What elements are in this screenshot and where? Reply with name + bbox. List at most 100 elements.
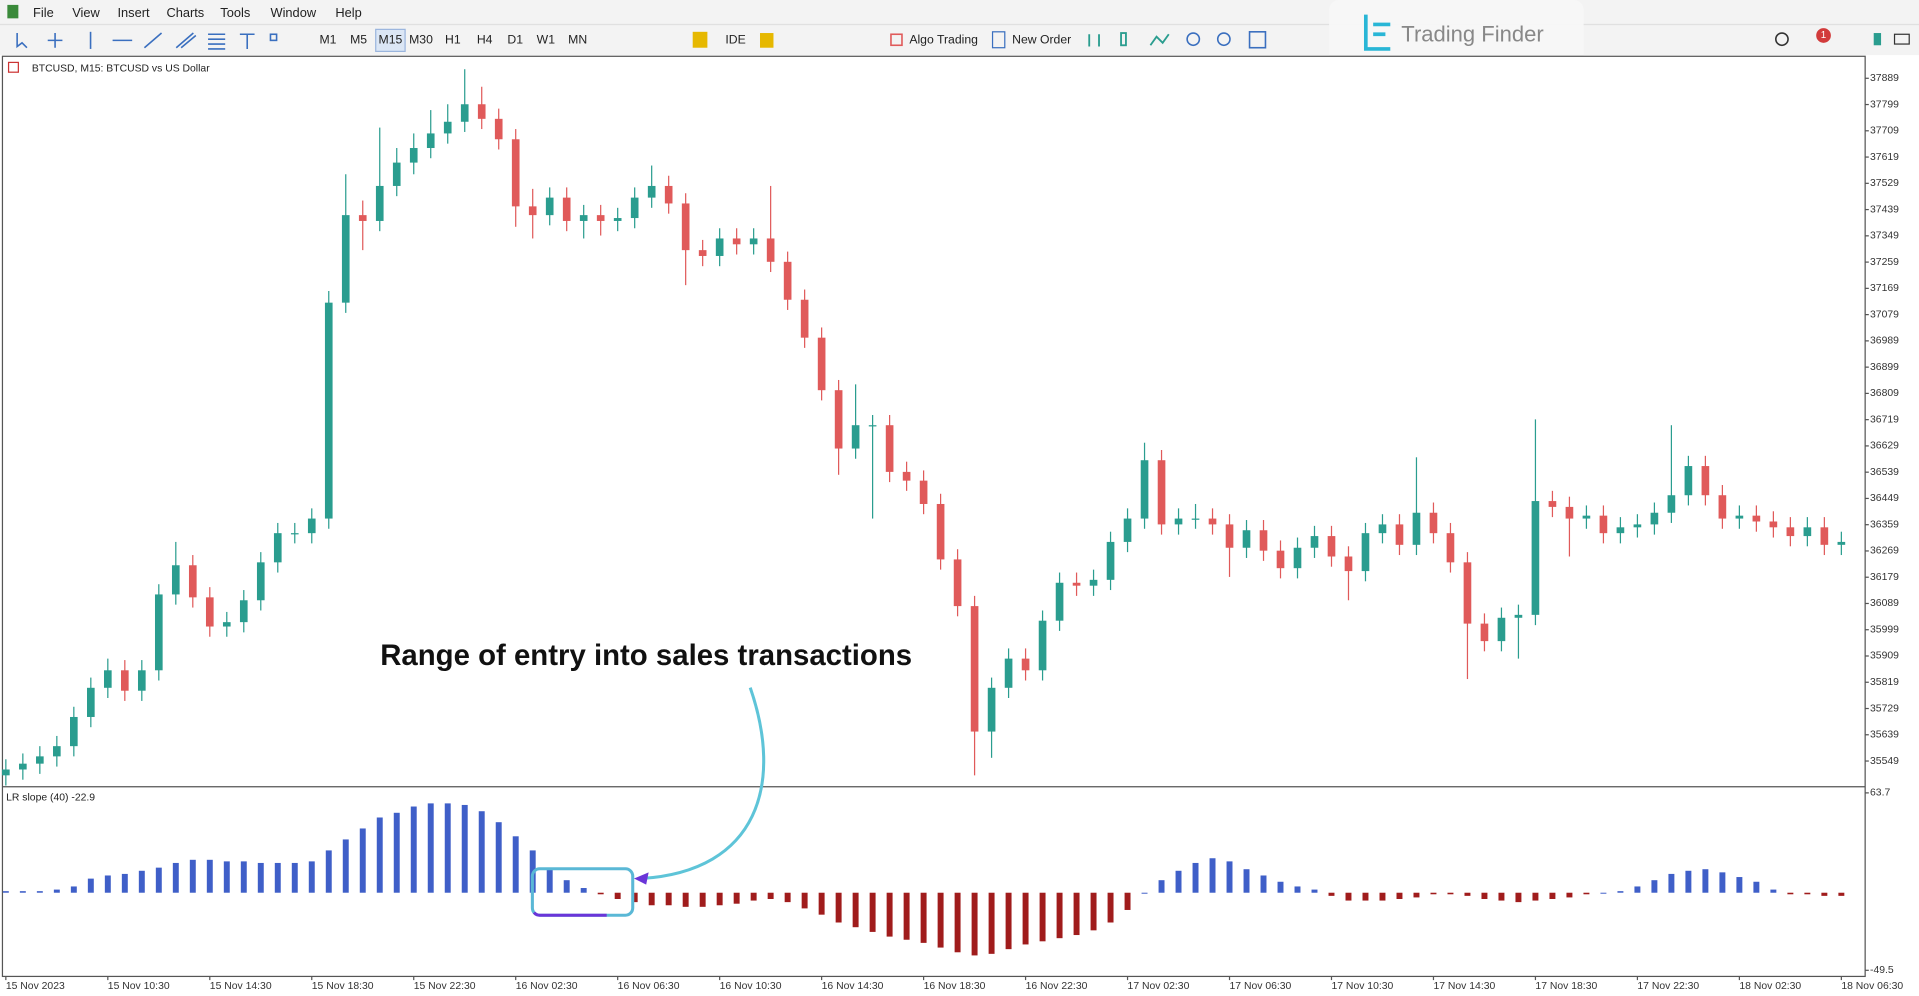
candle-body: [783, 261, 792, 300]
candle-body: [698, 250, 707, 256]
candles-tool[interactable]: [1120, 32, 1127, 47]
candle-body: [1803, 527, 1812, 537]
candle-body: [1140, 460, 1149, 519]
candle-body: [1650, 512, 1659, 525]
channel-tool[interactable]: [175, 32, 197, 49]
candle-body: [1395, 524, 1404, 545]
candle-body: [171, 565, 180, 595]
histogram-bar: [1277, 881, 1284, 893]
y-tick-label: 36539: [1870, 467, 1899, 478]
candle-body: [358, 215, 367, 221]
timeframe[interactable]: D1: [507, 33, 523, 47]
x-tick-label: 17 Nov 10:30: [1331, 981, 1393, 992]
histogram-bar: [1124, 892, 1131, 910]
crosshair-tool[interactable]: [47, 33, 63, 48]
menu-item[interactable]: View: [72, 5, 100, 20]
notification-badge[interactable]: [1816, 28, 1831, 43]
line-tool[interactable]: [1149, 33, 1170, 46]
timeframe[interactable]: M30: [409, 33, 433, 47]
histogram-bar: [1685, 870, 1692, 893]
plot: 37889 37799 37709 37619 37529 37439 37349 37259…: [2, 69, 1903, 992]
histogram-bar: [1141, 892, 1148, 894]
y-tick-label: 36179: [1870, 572, 1899, 583]
arrow-head: [633, 872, 649, 885]
bars-tool[interactable]: [1088, 34, 1100, 47]
watermark: Trading Finder: [1401, 21, 1543, 46]
candle-body: [1191, 518, 1200, 520]
histogram-bar: [682, 892, 689, 907]
text-tool[interactable]: [239, 33, 255, 49]
histogram-bar: [750, 892, 757, 901]
candle-body: [1701, 466, 1710, 496]
histogram-bar: [1583, 892, 1590, 895]
algo-trading-button[interactable]: Algo Trading: [909, 33, 978, 47]
signal-icon: [1873, 33, 1882, 46]
histogram-bar: [954, 892, 961, 953]
x-tick-label: 16 Nov 22:30: [1026, 981, 1088, 992]
histogram-bar: [325, 850, 332, 893]
histogram-bar: [2, 891, 9, 893]
menu-item[interactable]: Insert: [117, 5, 150, 20]
histogram-bar: [1209, 858, 1216, 893]
candle-body: [1344, 556, 1353, 572]
candle-body: [1667, 495, 1676, 513]
zoom-out[interactable]: [1216, 32, 1231, 47]
candle-body: [919, 480, 928, 504]
shapes-tool[interactable]: [269, 33, 278, 42]
candle-body: [1021, 658, 1030, 671]
histogram-bar: [1821, 892, 1828, 896]
histogram-bar: [461, 804, 468, 893]
order-icon: [991, 31, 1006, 49]
histogram-bar: [1804, 892, 1811, 895]
histogram-bar: [1294, 886, 1301, 893]
x-tick-label: 15 Nov 10:30: [108, 981, 170, 992]
timeframe[interactable]: W1: [537, 33, 556, 47]
fibo-tool[interactable]: [208, 33, 226, 50]
zoom-in[interactable]: [1186, 32, 1201, 47]
menu-item[interactable]: Help: [335, 5, 361, 20]
timeframe[interactable]: M5: [350, 33, 367, 47]
candle-body: [426, 133, 435, 149]
cursor-tool[interactable]: [16, 33, 28, 49]
histogram-bar: [257, 862, 264, 893]
histogram-bar: [614, 892, 621, 899]
lock-icon[interactable]: [760, 33, 774, 48]
menu-item[interactable]: Charts: [166, 5, 204, 20]
search-icon[interactable]: [1775, 32, 1789, 47]
candle-body: [375, 185, 384, 221]
x-tick-label: 15 Nov 14:30: [210, 981, 272, 992]
ide-button[interactable]: IDE: [725, 33, 745, 47]
histogram-bar: [1260, 875, 1267, 893]
menu-item[interactable]: File: [33, 5, 54, 20]
timeframe[interactable]: H4: [477, 33, 493, 47]
y-tick-label: 36989: [1870, 336, 1899, 347]
histogram-bar: [104, 875, 111, 893]
histogram-bar: [121, 873, 128, 893]
candle-body: [630, 197, 639, 219]
candle-body: [154, 594, 163, 671]
timeframe[interactable]: MN: [568, 33, 587, 47]
candle-body: [1531, 501, 1540, 615]
timeframe[interactable]: M15: [379, 33, 403, 47]
histogram-bar: [1481, 892, 1488, 899]
histogram-bar: [189, 859, 196, 893]
menu-item[interactable]: Tools: [220, 5, 250, 20]
y-tick-label: 37169: [1870, 283, 1899, 294]
candle-body: [443, 121, 452, 134]
candle-body: [562, 197, 571, 221]
candle-body: [1106, 541, 1115, 580]
menu-item[interactable]: Window: [270, 5, 316, 20]
trendline-tool[interactable]: [143, 32, 163, 49]
timeframe[interactable]: M1: [319, 33, 336, 47]
signals-icon[interactable]: [692, 31, 708, 48]
y-tick-label: 35549: [1870, 756, 1899, 767]
tile-windows[interactable]: [1248, 31, 1267, 49]
candle-body: [596, 215, 605, 221]
histogram-bar: [1158, 880, 1165, 893]
y-tick-label: 37439: [1870, 204, 1899, 215]
y-tick-label: 37619: [1870, 152, 1899, 163]
histogram-bar: [291, 862, 298, 893]
timeframe[interactable]: H1: [445, 33, 461, 47]
new-order-button[interactable]: New Order: [1012, 33, 1071, 47]
